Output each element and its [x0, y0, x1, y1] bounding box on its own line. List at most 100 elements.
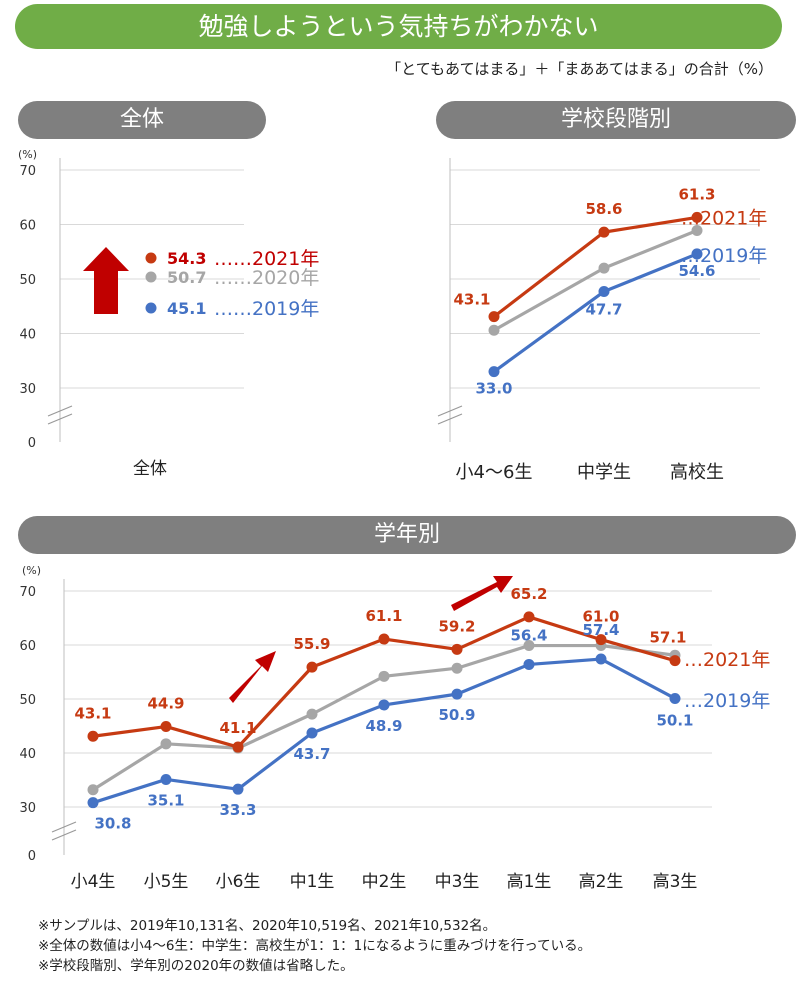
footnote-omission: ※学校段階別、学年別の2020年の数値は省略した。	[38, 958, 354, 974]
legend-label-2021: …2021年	[681, 207, 767, 229]
data-point-y2021-小4～6生	[488, 311, 500, 323]
unit-label: (%)	[18, 148, 37, 161]
panel-title-overall: 全体	[18, 101, 266, 139]
data-point-y2021-高1生	[523, 611, 535, 623]
x-category-label: 小4～6生	[456, 462, 533, 483]
data-point-y2019-高3生	[669, 692, 681, 704]
data-label-2019: 35.1	[147, 791, 184, 809]
data-point-y2019-小5生	[160, 773, 172, 785]
data-label-2021: 44.9	[147, 695, 184, 713]
data-point-y2019-中学生	[598, 286, 610, 298]
data-point-y2021	[145, 252, 157, 264]
data-point-y2021-中1生	[306, 661, 318, 673]
y-tick-label: 30	[19, 382, 36, 397]
data-point-y2020	[145, 271, 157, 283]
data-label-2019: 50.9	[438, 706, 475, 724]
data-label-2019: 47.7	[585, 301, 622, 319]
data-label-2021: 43.1	[74, 704, 111, 722]
x-category-label: 中1生	[290, 872, 335, 892]
x-category-label: 小5生	[144, 872, 189, 892]
x-category-label: 高3生	[653, 872, 698, 892]
y-tick-label: 30	[19, 801, 36, 816]
data-label-2021: 61.0	[582, 608, 619, 626]
data-label-2019: 33.3	[219, 801, 256, 819]
data-label-2021: 43.1	[453, 291, 490, 309]
y-tick-label: 0	[28, 436, 36, 451]
data-point-y2021-小6生	[232, 741, 244, 753]
unit-label: (%)	[22, 564, 41, 577]
data-point-y2019-高1生	[523, 658, 535, 670]
data-point-y2021-高2生	[595, 634, 607, 646]
x-category-label: 中3生	[435, 872, 480, 892]
data-label-2019: 48.9	[365, 717, 402, 735]
data-point-y2020-小4～6生	[488, 324, 500, 336]
data-point-y2019-中1生	[306, 727, 318, 739]
data-point-y2019-小4～6生	[488, 366, 500, 378]
data-label-2021: 57.1	[649, 629, 686, 647]
axis-break-mark	[47, 405, 73, 417]
y-tick-label: 70	[19, 585, 36, 600]
legend-label-2019: …2019年	[684, 690, 770, 712]
data-point-y2019-小6生	[232, 783, 244, 795]
legend-label-2019: …2019年	[681, 245, 767, 267]
axis-break-mark	[51, 821, 77, 833]
legend-label-y2019: ……2019年	[214, 298, 319, 320]
data-label-2021: 61.3	[678, 185, 715, 203]
x-category-label: 小4生	[71, 872, 116, 892]
legend-label-y2020: ……2020年	[214, 267, 319, 289]
y-tick-label: 50	[19, 693, 36, 708]
y-tick-label: 60	[19, 639, 36, 654]
data-label-y2021: 54.3	[167, 249, 206, 268]
axis-break-mark	[47, 413, 73, 425]
data-point-y2019-中3生	[451, 688, 463, 700]
data-point-y2020-小5生	[160, 738, 172, 750]
data-label-2021: 65.2	[510, 585, 547, 603]
data-label-y2019: 45.1	[167, 299, 206, 318]
data-point-y2021-高3生	[669, 655, 681, 667]
data-point-y2021-中学生	[598, 226, 610, 238]
axis-break-mark	[437, 405, 463, 417]
data-point-y2019-小4生	[87, 797, 99, 809]
data-label-2021: 58.6	[585, 200, 622, 218]
legend-label-2021: …2021年	[684, 649, 770, 671]
data-point-y2020-高1生	[523, 640, 535, 652]
data-label-2019: 33.0	[475, 380, 512, 398]
axis-break-mark	[437, 413, 463, 425]
data-point-y2020-高校生	[691, 224, 703, 236]
data-point-y2019-高校生	[691, 248, 703, 260]
data-point-y2021-中2生	[378, 633, 390, 645]
x-category-label: 中2生	[362, 872, 407, 892]
data-label-2021: 59.2	[438, 617, 475, 635]
data-label-y2020: 50.7	[167, 268, 206, 287]
x-category-label: 小6生	[216, 872, 261, 892]
data-point-y2021-高校生	[691, 211, 703, 223]
data-point-y2019-中2生	[378, 699, 390, 711]
data-point-y2021-中3生	[451, 643, 463, 655]
trend-arrow-high-school	[451, 576, 513, 611]
data-point-y2019	[145, 302, 157, 314]
main-title: 勉強しようという気持ちがわかない	[15, 4, 782, 49]
x-category-label: 高校生	[670, 462, 724, 483]
footnotes: ※サンプルは、2019年10,131名、2020年10,519名、2021年10…	[38, 916, 591, 976]
x-category-label: 全体	[133, 459, 167, 479]
data-point-y2020-中学生	[598, 262, 610, 274]
data-label-2019: 56.4	[510, 626, 547, 644]
panel-title-school-level: 学校段階別	[436, 101, 796, 139]
footnote-sample: ※サンプルは、2019年10,131名、2020年10,519名、2021年10…	[38, 918, 497, 934]
data-label-2021: 61.1	[365, 607, 402, 625]
subtitle: 「とてもあてはまる」＋「まああてはまる」の合計（%）	[386, 60, 773, 78]
legend-label-y2021: ……2021年	[214, 248, 319, 270]
data-point-y2020-小4生	[87, 784, 99, 796]
panel-title-grade: 学年別	[18, 516, 796, 554]
data-point-y2020-中3生	[451, 662, 463, 674]
trend-arrow-elementary-junior	[229, 651, 276, 703]
footnote-weighting: ※全体の数値は小4～6生：中学生：高校生が1：1：1になるように重みづけを行って…	[38, 938, 592, 954]
data-label-2021: 55.9	[293, 635, 330, 653]
data-label-2019: 30.8	[94, 815, 131, 833]
data-point-y2020-中1生	[306, 708, 318, 720]
data-label-2019: 50.1	[656, 711, 693, 729]
y-tick-label: 60	[19, 219, 36, 234]
data-point-y2021-小4生	[87, 730, 99, 742]
data-point-y2019-高2生	[595, 653, 607, 665]
